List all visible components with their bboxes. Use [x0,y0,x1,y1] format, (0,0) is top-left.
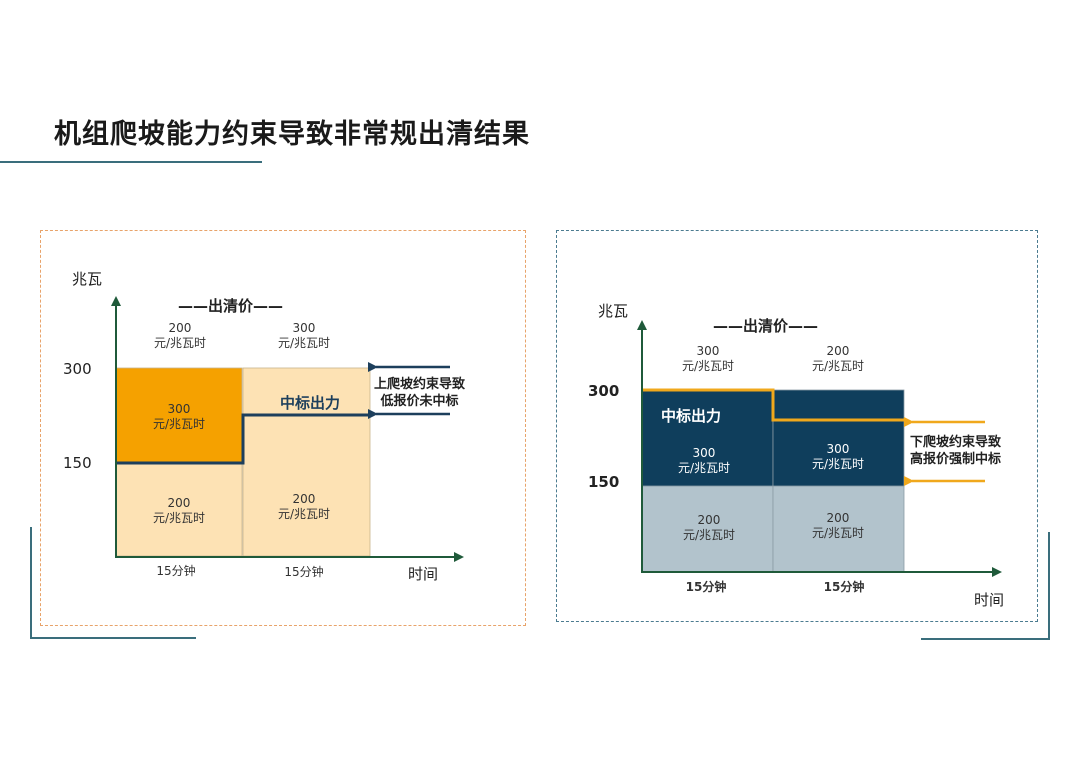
left-note: 上爬坡约束导致 低报价未中标 [374,377,466,409]
left-clearing-price-2: 300 元/兆瓦时 [277,321,331,350]
right-y-axis-label: 兆瓦 [598,302,629,320]
page-title: 机组爬坡能力约束导致非常规出清结果 [54,119,530,150]
left-tick-300: 300 [63,360,92,378]
right-block-upper-right [772,389,905,487]
left-corner-vertical [30,527,32,639]
left-awarded-line [116,413,370,465]
right-tick-300: 300 [588,382,620,400]
right-block-upper-right-label: 300 元/兆瓦时 [811,442,865,471]
right-block-upper-left-label: 300 元/兆瓦时 [677,446,731,475]
left-period-1: 15分钟 [156,564,196,578]
right-period-2: 15分钟 [823,580,865,594]
right-corner-vertical [1048,532,1050,640]
left-clearing-price-1: 200 元/兆瓦时 [153,321,207,350]
right-block-lower-left [641,485,774,573]
left-tick-150: 150 [63,454,92,472]
right-block-lower-left-label: 200 元/兆瓦时 [682,513,736,542]
right-panel-frame [556,230,1038,622]
left-panel-frame [40,230,526,626]
left-x-axis-label: 时间 [408,565,439,583]
left-period-2: 15分钟 [284,565,324,579]
right-block-lower-right-label: 200 元/兆瓦时 [811,511,865,540]
left-corner-horizontal [30,637,196,639]
right-awarded-line [642,388,904,422]
left-block-upper-left-label: 300 元/兆瓦时 [152,402,206,431]
right-clearing-price-1: 300 元/兆瓦时 [681,344,735,373]
left-clearing-price-label: ——出清价—— [178,297,284,315]
title-underline [0,161,262,163]
right-block-lower-right [772,485,905,573]
left-block-lower-left-label: 200 元/兆瓦时 [152,496,206,525]
right-period-1: 15分钟 [685,580,727,594]
left-block-upper-left [115,367,243,464]
right-clearing-price-label: ——出清价—— [713,317,819,335]
right-note: 下爬坡约束导致 高报价强制中标 [910,435,1002,467]
right-clearing-price-2: 200 元/兆瓦时 [811,344,865,373]
right-awarded-label: 中标出力 [661,407,722,425]
left-block-right-lower-label: 200 元/兆瓦时 [277,492,331,521]
right-corner-horizontal [921,638,1050,640]
left-block-right [242,367,371,557]
right-block-upper-left [641,389,774,487]
right-tick-150: 150 [588,473,620,491]
left-y-axis-label: 兆瓦 [72,270,103,288]
left-awarded-label: 中标出力 [280,394,341,412]
right-x-axis-label: 时间 [974,591,1005,609]
